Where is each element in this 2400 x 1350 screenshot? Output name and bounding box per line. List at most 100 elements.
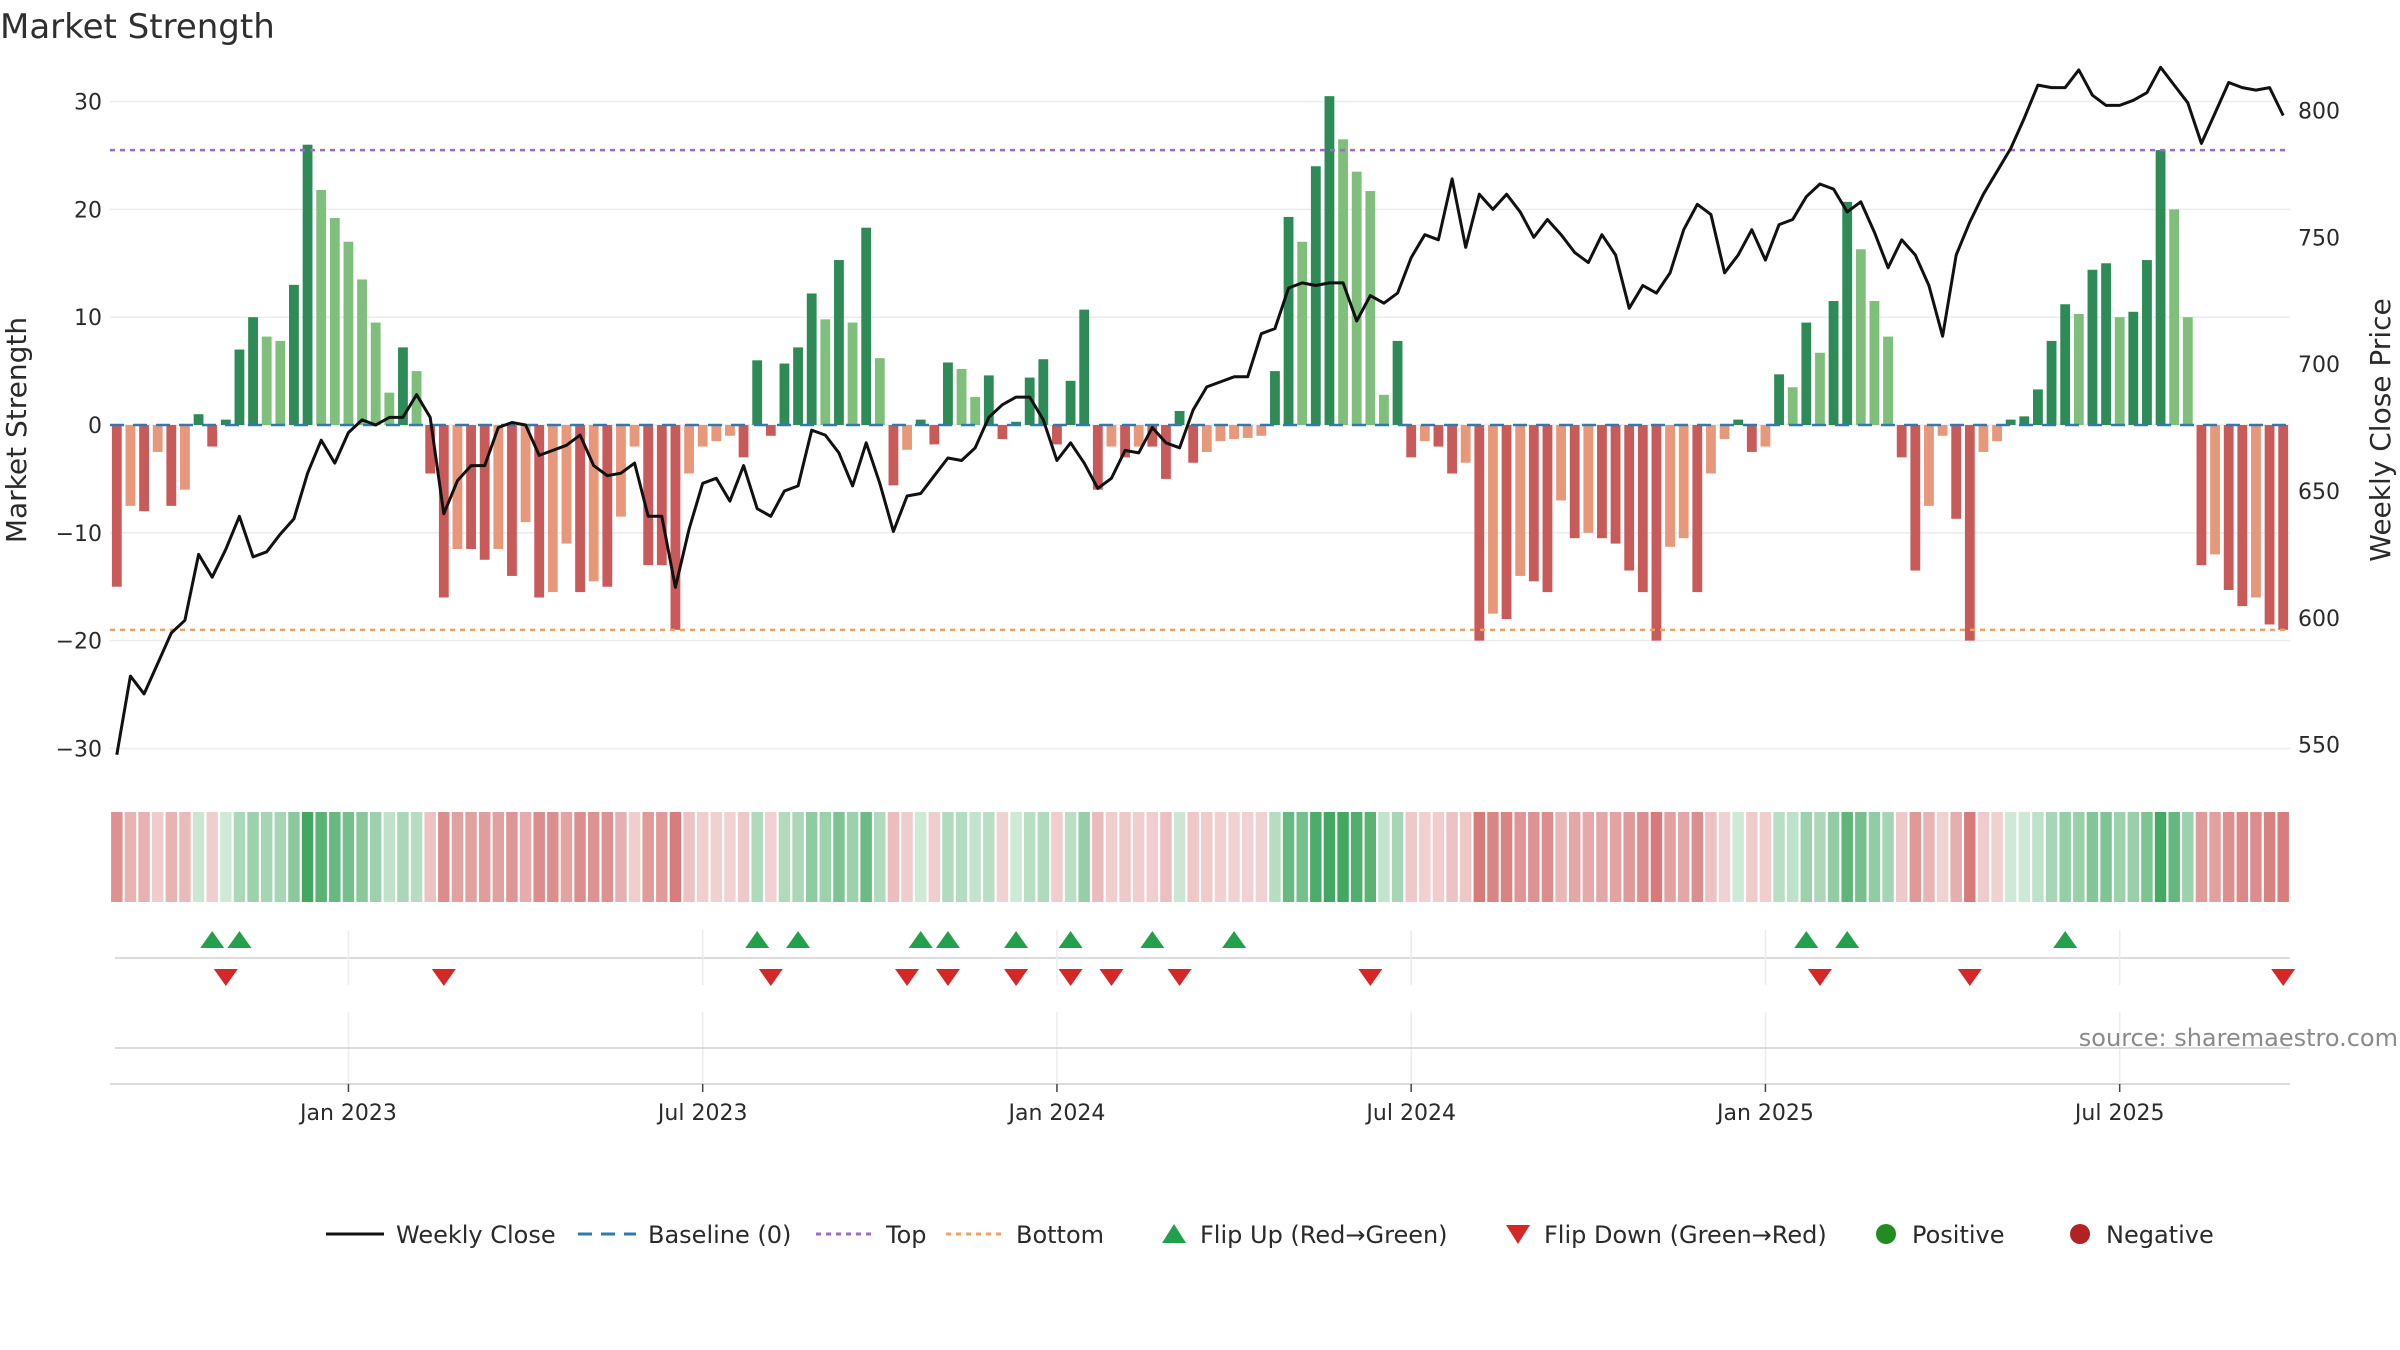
y-axis-title: Market Strength	[0, 317, 33, 543]
heat-cell	[1705, 812, 1717, 902]
strength-bar	[1447, 425, 1457, 474]
y2-tick-label: 550	[2298, 734, 2340, 759]
strength-bar	[997, 425, 1008, 440]
legend: Weekly Close Baseline (0) Top Bottom Flip Up…	[326, 1221, 2214, 1249]
strength-bar	[806, 293, 817, 425]
heat-cell	[1337, 812, 1349, 902]
heat-cell	[696, 812, 709, 902]
x-axis-ticks: Jan 2023 Jul 2023 Jan 2024 Jul 2024 Jan 2025…	[298, 1084, 2164, 1126]
strength-bar	[1815, 352, 1825, 425]
heat-cell	[1092, 812, 1104, 902]
strength-bar	[1242, 425, 1253, 438]
heat-cell	[151, 812, 164, 902]
flip-up-marker	[1058, 931, 1083, 948]
heat-cell	[1310, 812, 1322, 902]
heat-cell	[1296, 812, 1308, 902]
heat-cell	[1241, 812, 1254, 902]
strength-bar	[697, 425, 708, 447]
heat-cell	[1146, 812, 1159, 902]
strength-bar	[847, 322, 858, 425]
strength-bar	[1597, 425, 1607, 539]
heat-cell	[1664, 812, 1676, 902]
strength-bar	[1719, 425, 1730, 440]
strength-bar	[1692, 425, 1703, 593]
flip-down-marker	[1004, 969, 1029, 986]
strength-bar	[1978, 425, 1989, 452]
strength-bar	[1665, 425, 1675, 547]
heat-cell	[710, 812, 723, 902]
flip-down-marker	[2271, 969, 2296, 986]
strength-bar	[1651, 425, 1662, 641]
legend-swatch	[1506, 1225, 1530, 1244]
heat-cell	[2004, 812, 2017, 902]
heat-cell	[1173, 812, 1186, 902]
heat-cell	[560, 812, 573, 902]
strength-bar	[711, 425, 722, 442]
strength-bar	[1937, 425, 1948, 436]
strength-bar	[1883, 336, 1893, 425]
legend-item: Weekly Close	[326, 1221, 556, 1249]
legend-swatch	[1162, 1224, 1186, 1243]
strength-bar	[1052, 425, 1062, 445]
strength-bar	[1583, 425, 1594, 533]
strength-bar	[2278, 425, 2289, 630]
heat-cell	[342, 812, 355, 902]
heat-cell	[465, 812, 477, 902]
x-tick-label: Jul 2023	[656, 1101, 748, 1126]
heat-cell	[2100, 812, 2112, 902]
strength-bar	[561, 425, 572, 544]
heat-cell	[111, 812, 123, 902]
legend-item: Flip Down (Green→Red)	[1506, 1221, 1827, 1249]
heat-cell	[955, 812, 968, 902]
heat-cell	[805, 812, 818, 902]
strength-bar	[289, 284, 299, 425]
strength-bar	[820, 319, 831, 425]
flip-down-marker	[1807, 969, 1832, 986]
flip-up-marker	[1140, 931, 1165, 948]
strength-bar	[2155, 150, 2166, 425]
strength-bar	[874, 358, 885, 425]
strength-bar	[1038, 359, 1049, 425]
strength-bar	[1910, 425, 1921, 571]
heat-cell	[2113, 812, 2126, 902]
flip-up-marker	[1835, 931, 1860, 948]
heat-cell	[301, 812, 314, 902]
strength-bar	[1610, 425, 1621, 544]
strength-bar	[684, 425, 694, 474]
heat-cell	[1051, 812, 1063, 902]
strength-bar	[2169, 209, 2180, 425]
strength-bar	[616, 425, 626, 517]
heat-cell	[2182, 812, 2194, 902]
heat-cell	[1010, 812, 1022, 902]
strength-bar	[956, 368, 967, 425]
strength-bar	[261, 336, 272, 425]
heat-cell	[206, 812, 218, 902]
heat-cell	[1078, 812, 1090, 902]
strength-bar	[2142, 260, 2152, 425]
heat-cell	[315, 812, 327, 902]
strength-bar	[834, 260, 844, 425]
heat-cell	[1868, 812, 1881, 902]
strength-bar	[1106, 425, 1117, 447]
heat-cell	[2141, 812, 2153, 902]
strength-bar	[1624, 425, 1635, 571]
heat-cell	[192, 812, 205, 902]
heat-cell	[1555, 812, 1567, 902]
strength-bar	[343, 241, 354, 425]
strength-bar	[493, 425, 504, 549]
heat-cell	[1023, 812, 1036, 902]
legend-item: Top	[816, 1221, 927, 1249]
heat-cell	[533, 812, 545, 902]
strength-bar	[1828, 301, 1839, 425]
heat-cell	[2209, 812, 2221, 902]
strength-bar	[1365, 191, 1376, 425]
heat-cell	[1991, 812, 2003, 902]
heat-cell	[492, 812, 505, 902]
legend-item: Negative	[2070, 1221, 2214, 1249]
flip-down-marker	[1058, 969, 1083, 986]
heat-cell	[138, 812, 150, 902]
heat-cell	[1759, 812, 1772, 902]
heat-cell	[1391, 812, 1404, 902]
strength-bar	[357, 279, 367, 425]
heat-cell	[942, 812, 954, 902]
